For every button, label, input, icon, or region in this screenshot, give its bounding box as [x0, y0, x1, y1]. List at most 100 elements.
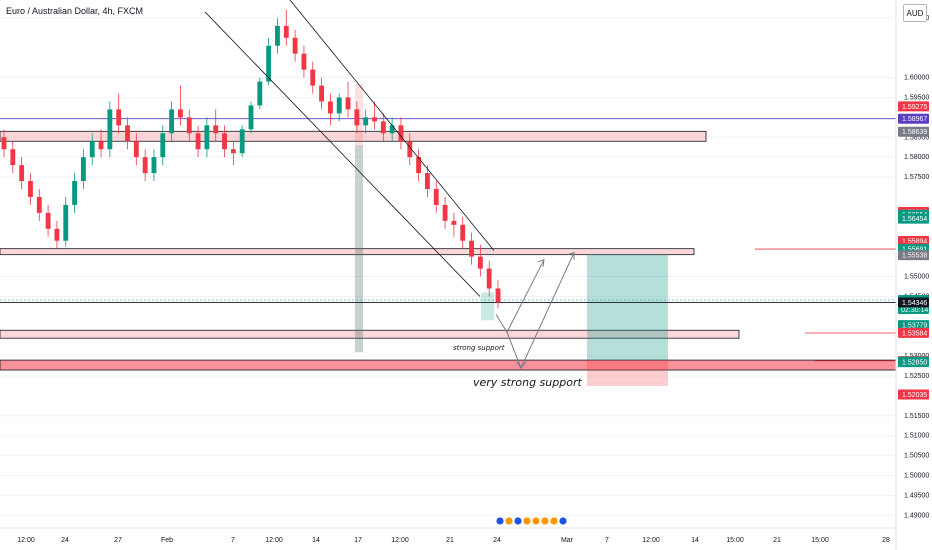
candle-body: [195, 133, 201, 150]
candle-body: [283, 25, 289, 38]
candle-body: [460, 224, 466, 241]
candle-body: [433, 188, 439, 205]
candle-body: [222, 133, 227, 150]
price-label: 1.53779: [902, 323, 927, 330]
time-tick: Mar: [561, 537, 574, 544]
arrow-head: [537, 259, 545, 267]
candle-body: [372, 117, 377, 122]
green-highlight-band: [355, 145, 363, 353]
price-tick: 1.60000: [904, 75, 929, 82]
candle-body: [336, 97, 342, 114]
position-target-area: [587, 254, 668, 361]
candle-body: [363, 117, 369, 126]
economic-event-icon: [531, 516, 541, 526]
economic-event-icon: [540, 516, 550, 526]
price-label: 1.55894: [902, 238, 927, 245]
candle-body: [477, 256, 483, 269]
price-tick: 1.58000: [904, 154, 929, 161]
projection-path-second: [506, 252, 575, 370]
price-label-box: [898, 327, 929, 338]
candle-body: [178, 109, 183, 118]
price-label-box: [898, 320, 929, 331]
economic-event-icon: [513, 516, 523, 526]
strong-support-zone: [0, 329, 740, 339]
time-tick: 14: [691, 537, 699, 544]
price-label-box: [898, 250, 929, 261]
candle-body: [151, 157, 157, 174]
candle-body: [442, 204, 448, 221]
candle-body: [204, 125, 210, 150]
candle-body: [72, 181, 77, 205]
price-label: 1.52850: [902, 360, 927, 367]
price-label-box: [898, 357, 929, 368]
candle-body: [133, 141, 139, 158]
candle-body: [28, 181, 33, 197]
candle-body: [169, 109, 175, 134]
candle-body: [266, 45, 272, 82]
annotation-very-strong-support: very strong support: [473, 376, 582, 389]
candle-body: [354, 109, 360, 126]
price-label: 1.58639: [902, 129, 927, 136]
price-tick: 1.50500: [904, 453, 929, 460]
price-label: 1.56454: [902, 216, 927, 223]
price-tick: 1.52500: [904, 373, 929, 380]
candle-body: [389, 125, 395, 134]
candle-body: [275, 25, 280, 46]
candle-body: [416, 157, 422, 174]
time-tick: 24: [61, 537, 69, 544]
candle-body: [310, 69, 316, 86]
annotation-strong-support: strong support: [453, 344, 505, 352]
arrow-head: [516, 361, 527, 369]
time-tick: 7: [231, 537, 235, 544]
candle-body: [380, 121, 386, 134]
time-tick: 15:00: [811, 537, 829, 544]
candle-body: [292, 37, 298, 54]
time-tick: 12:00: [265, 537, 283, 544]
economic-event-icon: [495, 516, 505, 526]
price-label: 1.58967: [902, 116, 927, 123]
candle-body: [116, 109, 122, 126]
channel-line-upper: [289, 0, 495, 251]
candle-body: [89, 141, 95, 158]
economic-event-icon: [522, 516, 532, 526]
candle-body: [239, 129, 245, 154]
candle-body: [451, 220, 457, 225]
candle-body: [36, 196, 42, 213]
candle-body: [301, 53, 307, 70]
price-tick: 1.55000: [904, 274, 929, 281]
price-tick: 1.51500: [904, 413, 929, 420]
candle-body: [425, 173, 430, 189]
countdown-label: 02:30:14: [901, 307, 928, 314]
candle-body: [45, 212, 51, 229]
arrow-head: [567, 251, 575, 260]
currency-badge[interactable]: AUD: [903, 4, 927, 22]
time-tick: 12:00: [391, 537, 409, 544]
candle-body: [486, 268, 492, 289]
time-tick: 27: [114, 537, 122, 544]
candle-body: [98, 141, 104, 150]
price-label: 1.59275: [902, 104, 927, 111]
green-highlight-band-small: [481, 292, 494, 321]
price-label-box: [898, 389, 929, 400]
price-axis: [896, 0, 932, 550]
price-label-box: [898, 297, 929, 308]
candle-body: [345, 97, 351, 110]
price-tick: 1.51000: [904, 433, 929, 440]
price-label-box: [898, 213, 929, 224]
candle-body: [327, 101, 333, 114]
candle-body: [398, 125, 404, 142]
price-label-box: [898, 126, 929, 137]
candle-body: [230, 149, 236, 154]
price-label: 1.55691: [902, 247, 927, 254]
red-highlight-band: [355, 83, 363, 353]
candle-body: [54, 228, 60, 241]
time-tick: 14: [312, 537, 320, 544]
price-tick: 1.49000: [904, 512, 929, 519]
candle-body: [469, 240, 474, 257]
time-tick: 21: [446, 537, 454, 544]
price-label: 1.53584: [902, 330, 927, 337]
economic-event-icon: [549, 516, 559, 526]
candle-body: [257, 81, 263, 106]
